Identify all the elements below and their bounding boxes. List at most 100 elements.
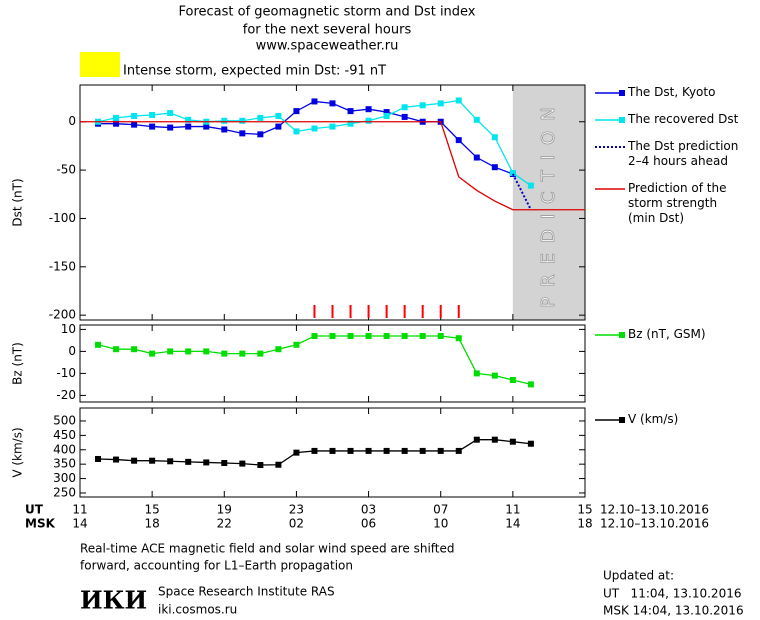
series-line [98, 100, 514, 175]
y-tick-label: 350 [53, 457, 76, 471]
data-point [221, 350, 228, 357]
data-point [455, 447, 462, 454]
legend-entry: The Dst, Kyoto [628, 85, 716, 99]
y-tick-label: 10 [61, 322, 76, 336]
data-point [527, 182, 534, 189]
x-tick-label: 10 [433, 517, 448, 531]
data-point [131, 112, 138, 119]
y-tick-label: -150 [49, 259, 76, 273]
legend-label: The recovered Dst [628, 112, 739, 126]
legend-label: The Dst, Kyoto [628, 85, 716, 99]
data-point [347, 447, 354, 454]
data-point [149, 350, 156, 357]
data-point [365, 333, 372, 339]
data-point [491, 436, 498, 443]
data-point [239, 350, 246, 357]
data-point [293, 108, 300, 115]
data-point [383, 447, 390, 454]
data-point [473, 116, 480, 123]
y-tick-label: -200 [49, 308, 76, 322]
data-point [509, 377, 516, 383]
data-point [311, 125, 318, 132]
legend-marker [619, 417, 625, 423]
data-point [401, 104, 408, 111]
y-axis-label: V (km/s) [11, 427, 25, 477]
x-tick-label: 18 [145, 517, 160, 531]
updated-title: Updated at: [603, 569, 674, 583]
x-tick-label: 19 [217, 503, 232, 517]
data-point [167, 124, 174, 131]
data-point [257, 462, 264, 469]
data-point [203, 348, 210, 355]
y-tick-label: 0 [68, 344, 76, 358]
data-point [203, 459, 210, 466]
data-point [185, 348, 192, 355]
data-point [167, 348, 174, 355]
legend-entry: Prediction of the storm strength (min Ds… [628, 181, 727, 225]
data-point [149, 457, 156, 464]
data-point [455, 335, 462, 342]
data-point [437, 447, 444, 454]
legend-entry: The recovered Dst [628, 112, 739, 126]
data-point [347, 120, 354, 127]
data-point [473, 154, 480, 161]
plot-frame [79, 84, 586, 321]
alert-text: Intense storm, expected min Dst: -91 nT [123, 64, 386, 79]
data-point [185, 116, 192, 123]
x-tick-label: 15 [145, 503, 160, 517]
data-point [293, 341, 300, 348]
data-point [527, 381, 534, 388]
y-tick-label: -10 [56, 366, 76, 380]
data-point [275, 112, 282, 119]
data-point [239, 117, 246, 124]
data-point [329, 100, 336, 107]
data-point [329, 447, 336, 454]
updated-line: MSK 14:04, 13.10.2016 [603, 604, 744, 618]
data-point [401, 333, 408, 339]
data-point [167, 458, 174, 465]
data-point [113, 114, 120, 121]
data-point [491, 134, 498, 141]
date-range: 12.10–13.10.2016 [600, 503, 709, 517]
institute-url: iki.cosmos.ru [158, 603, 237, 617]
x-tick-label: 11 [505, 503, 520, 517]
data-point [149, 111, 156, 118]
note: Real-time ACE magnetic field and solar w… [80, 542, 455, 556]
data-point [419, 102, 426, 109]
axis-row-name: MSK [25, 517, 56, 531]
data-point [221, 460, 228, 467]
legend-marker [619, 90, 625, 96]
y-tick-label: -20 [56, 388, 76, 402]
title-line: for the next several hours [243, 23, 412, 38]
legend-label: Prediction of the storm strength (min Ds… [628, 181, 727, 225]
alert-box [80, 52, 120, 77]
data-point [275, 346, 282, 353]
y-tick-label: 0 [68, 114, 76, 128]
data-point [221, 126, 228, 133]
data-point [311, 333, 318, 339]
data-point [131, 457, 138, 464]
y-tick-label: 500 [53, 413, 76, 427]
data-point [509, 170, 516, 177]
legend-marker [619, 332, 625, 338]
x-tick-label: 18 [577, 517, 592, 531]
y-tick-label: 300 [53, 471, 76, 485]
data-point [455, 97, 462, 104]
y-tick-label: 400 [53, 442, 76, 456]
data-point [293, 128, 300, 135]
data-point [257, 350, 264, 357]
data-point [131, 346, 138, 353]
logo: ИКИ [80, 586, 147, 615]
data-point [185, 123, 192, 130]
legend-marker [619, 117, 625, 123]
y-tick-label: 250 [53, 485, 76, 499]
date-range: 12.10–13.10.2016 [600, 517, 709, 531]
axis-row-name: UT [25, 503, 44, 517]
data-point [473, 436, 480, 443]
data-point [419, 333, 426, 339]
data-point [329, 123, 336, 130]
series-line [80, 121, 585, 211]
data-point [95, 455, 102, 462]
x-tick-label: 23 [289, 503, 304, 517]
